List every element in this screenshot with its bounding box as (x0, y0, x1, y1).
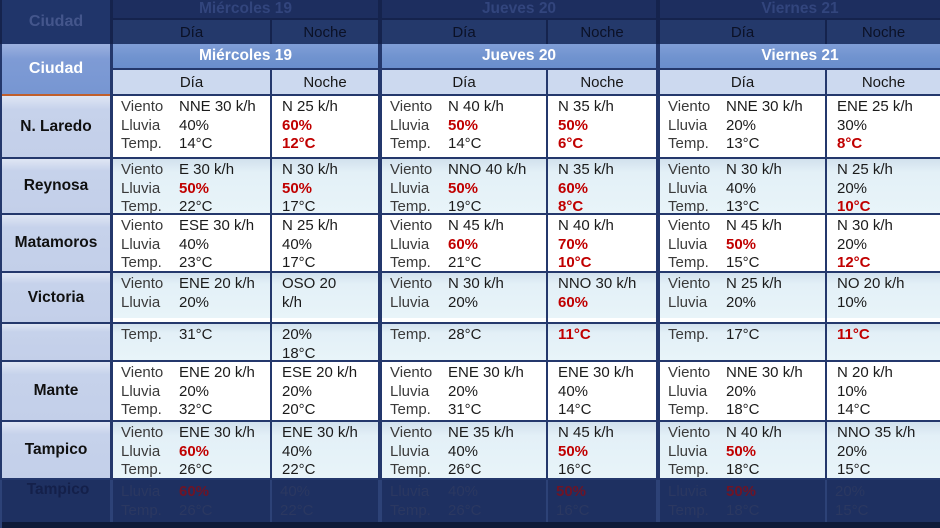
cell-mante-mie-noche: ESE 20 k/h 20% 20°C (272, 362, 378, 420)
city-label-reynosa: Reynosa (2, 159, 110, 213)
band-subheader-vie-noche: Noche (827, 20, 940, 44)
band-day-header-miercoles: Miércoles 19 (113, 0, 378, 18)
cell-nlaredo-mie-dia: Viento NNE 30 k/h Lluvia 40% Temp. 14°C (113, 96, 270, 157)
subheader-mie-noche: Noche (272, 70, 378, 94)
victoria-gap-strip (548, 318, 656, 322)
cell-mante-vie-noche: N 20 k/h 10% 14°C (827, 362, 940, 420)
cell-victoria2-mie-noche: 20% 18°C (272, 324, 378, 360)
band-day-header-jueves: Jueves 20 (382, 0, 656, 18)
cell-matamoros-mie-dia: Viento ESE 30 k/h Lluvia 40% Temp. 23°C (113, 215, 270, 271)
cell-tampico-jue-noche: N 45 k/h 50% 16°C (548, 422, 656, 478)
cell-victoria2-jue-dia: Temp. 28°C (382, 324, 546, 360)
cell-mante-mie-dia: Viento ENE 20 k/h Lluvia 20% Temp. 32°C (113, 362, 270, 420)
top-transition-band: Ciudad Miércoles 19 Jueves 20 Viernes 21… (0, 0, 940, 44)
cell-matamoros-jue-noche: N 40 k/h 70% 10°C (548, 215, 656, 271)
forecast-table: Ciudad Miércoles 19 Jueves 20 Viernes 21… (0, 44, 940, 480)
cell-victoria2-vie-noche: 11°C (827, 324, 940, 360)
band-cell-tampico-mie-dia: Lluvia 60% Temp. 26°C (113, 480, 270, 522)
day-header-jueves: Jueves 20 (382, 44, 656, 68)
cell-nlaredo-jue-noche: N 35 k/h 50% 6°C (548, 96, 656, 157)
day-header-viernes: Viernes 21 (660, 44, 940, 68)
cell-victoria-jue-noche: NNO 30 k/h 60% (548, 273, 656, 318)
victoria-gap-strip (382, 318, 546, 322)
city-label-victoria: Victoria (2, 273, 110, 322)
victoria-gap-strip (827, 318, 940, 322)
band-cell-tampico-vie-dia: Lluvia 50% Temp. 18°C (660, 480, 825, 522)
cell-matamoros-jue-dia: Viento N 45 k/h Lluvia 60% Temp. 21°C (382, 215, 546, 271)
cell-tampico-jue-dia: Viento NE 35 k/h Lluvia 40% Temp. 26°C (382, 422, 546, 478)
city-column-header: Ciudad (2, 44, 110, 94)
city-label-tampico: Tampico (2, 422, 110, 478)
cell-victoria-mie-noche: OSO 20 k/h (272, 273, 378, 318)
band-day-header-viernes: Viernes 21 (660, 0, 940, 18)
band-city-column-header: Ciudad (2, 0, 110, 44)
cell-mante-jue-dia: Viento ENE 30 k/h Lluvia 20% Temp. 31°C (382, 362, 546, 420)
cell-nlaredo-vie-noche: ENE 25 k/h 30% 8°C (827, 96, 940, 157)
cell-tampico-vie-dia: Viento N 40 k/h Lluvia 50% Temp. 18°C (660, 422, 825, 478)
cell-victoria-mie-dia: Viento ENE 20 k/h Lluvia 20% (113, 273, 270, 318)
cell-matamoros-vie-dia: Viento N 45 k/h Lluvia 50% Temp. 15°C (660, 215, 825, 271)
bottom-transition-band: Tampico Lluvia 60% Temp. 26°C 40% 22°C Llu… (0, 480, 940, 528)
band-cell-tampico-jue-dia: Lluvia 40% Temp. 26°C (382, 480, 546, 522)
cell-matamoros-mie-noche: N 25 k/h 40% 17°C (272, 215, 378, 271)
victoria-gap-strip (113, 318, 270, 322)
city-label-matamoros: Matamoros (2, 215, 110, 271)
subheader-jue-dia: Día (382, 70, 546, 94)
cell-victoria2-mie-dia: Temp. 31°C (113, 324, 270, 360)
band-subheader-mie-noche: Noche (272, 20, 378, 44)
cell-reynosa-jue-dia: Viento NNO 40 k/h Lluvia 50% Temp. 19°C (382, 159, 546, 213)
cell-victoria-vie-noche: NO 20 k/h 10% (827, 273, 940, 318)
band-subheader-mie-dia: Día (113, 20, 270, 44)
band-subheader-jue-noche: Noche (548, 20, 656, 44)
cell-reynosa-vie-noche: N 25 k/h 20% 10°C (827, 159, 940, 213)
subheader-vie-noche: Noche (827, 70, 940, 94)
cell-tampico-mie-dia: Viento ENE 30 k/h Lluvia 60% Temp. 26°C (113, 422, 270, 478)
city-header-accent-line (2, 94, 110, 96)
cell-reynosa-mie-noche: N 30 k/h 50% 17°C (272, 159, 378, 213)
band-city-label-tampico: Tampico (2, 480, 110, 522)
cell-nlaredo-vie-dia: Viento NNE 30 k/h Lluvia 20% Temp. 13°C (660, 96, 825, 157)
band-subheader-jue-dia: Día (382, 20, 546, 44)
victoria-gap-strip (660, 318, 825, 322)
city-label-empty (2, 324, 110, 360)
band-subheader-vie-dia: Día (660, 20, 825, 44)
cell-tampico-mie-noche: ENE 30 k/h 40% 22°C (272, 422, 378, 478)
cell-nlaredo-mie-noche: N 25 k/h 60% 12°C (272, 96, 378, 157)
city-label-mante: Mante (2, 362, 110, 420)
cell-victoria-vie-dia: Viento N 25 k/h Lluvia 20% (660, 273, 825, 318)
victoria-gap-strip (272, 318, 378, 322)
cell-mante-jue-noche: ENE 30 k/h 40% 14°C (548, 362, 656, 420)
city-label-nlaredo: N. Laredo (2, 96, 110, 157)
day-header-miercoles: Miércoles 19 (113, 44, 378, 68)
cell-victoria2-vie-dia: Temp. 17°C (660, 324, 825, 360)
cell-mante-vie-dia: Viento NNE 30 k/h Lluvia 20% Temp. 18°C (660, 362, 825, 420)
cell-matamoros-vie-noche: N 30 k/h 20% 12°C (827, 215, 940, 271)
subheader-jue-noche: Noche (548, 70, 656, 94)
bottom-dark-strip (2, 522, 940, 528)
subheader-vie-dia: Día (660, 70, 825, 94)
band-cell-tampico-mie-noche: 40% 22°C (272, 480, 378, 522)
cell-reynosa-vie-dia: Viento N 30 k/h Lluvia 40% Temp. 13°C (660, 159, 825, 213)
cell-victoria2-jue-noche: 11°C (548, 324, 656, 360)
cell-nlaredo-jue-dia: Viento N 40 k/h Lluvia 50% Temp. 14°C (382, 96, 546, 157)
cell-reynosa-jue-noche: N 35 k/h 60% 8°C (548, 159, 656, 213)
subheader-mie-dia: Día (113, 70, 270, 94)
cell-reynosa-mie-dia: Viento E 30 k/h Lluvia 50% Temp. 22°C (113, 159, 270, 213)
cell-tampico-vie-noche: NNO 35 k/h 20% 15°C (827, 422, 940, 478)
band-cell-tampico-jue-noche: 50% 16°C (548, 480, 656, 522)
band-cell-tampico-vie-noche: 20% 15°C (827, 480, 940, 522)
cell-victoria-jue-dia: Viento N 30 k/h Lluvia 20% (382, 273, 546, 318)
